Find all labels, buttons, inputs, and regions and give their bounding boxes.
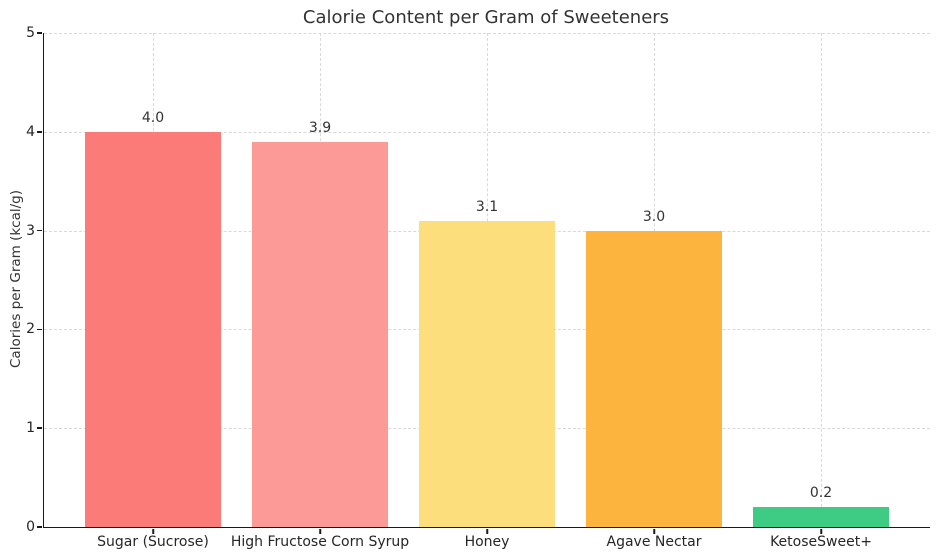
bar-value-label: 3.0 [642, 208, 666, 225]
gridline-vertical [821, 33, 822, 527]
x-tick-mark [486, 529, 488, 534]
y-tick-mark [37, 328, 42, 331]
x-tick-label: High Fructose Corn Syrup [230, 534, 410, 550]
x-tick-label: Sugar (Sucrose) [97, 534, 209, 550]
x-tick-mark [152, 529, 154, 534]
bar-layer: 4.0 3.9 3.1 3.0 0.2 [44, 33, 930, 527]
x-tick-mark [820, 529, 822, 534]
axis-tick-layer: 0 1 2 3 4 5 Sugar (Sucrose) High Fructose Corn … [26, 25, 930, 550]
y-tick-mark [37, 131, 42, 133]
y-tick-label: 3 [26, 222, 35, 239]
y-tick-label: 0 [26, 519, 35, 535]
bar [85, 131, 221, 527]
y-tick-mark [37, 229, 42, 232]
y-tick-label: 4 [26, 123, 35, 140]
bar [419, 220, 555, 527]
y-tick-label: 2 [26, 321, 35, 338]
y-tick-label: 5 [26, 25, 35, 41]
bar-value-label: 0.2 [809, 485, 833, 502]
y-tick-mark [37, 427, 42, 429]
x-tick-label: Agave Nectar [606, 534, 702, 550]
x-tick-label: KetoseSweet+ [770, 534, 872, 550]
bar-value-label: 3.1 [475, 198, 499, 215]
bar [252, 141, 388, 527]
y-tick-label: 1 [26, 420, 35, 437]
bar [753, 507, 889, 527]
x-tick-label: Honey [464, 534, 510, 550]
bar [586, 230, 722, 527]
y-axis-label: Calories per Gram (kcal/g) [8, 190, 24, 368]
bar-value-label: 4.0 [141, 109, 165, 126]
y-tick-mark [37, 32, 42, 34]
chart-title: Calorie Content per Gram of Sweeteners [302, 7, 670, 28]
bar-value-label: 3.9 [308, 119, 332, 136]
x-tick-mark [319, 529, 321, 534]
y-tick-mark [37, 526, 42, 528]
plot-area: 4.0 3.9 3.1 3.0 0.2 0 1 2 3 4 5 Sugar (Sucrose) Hig… [26, 25, 930, 550]
x-tick-mark [653, 529, 655, 534]
